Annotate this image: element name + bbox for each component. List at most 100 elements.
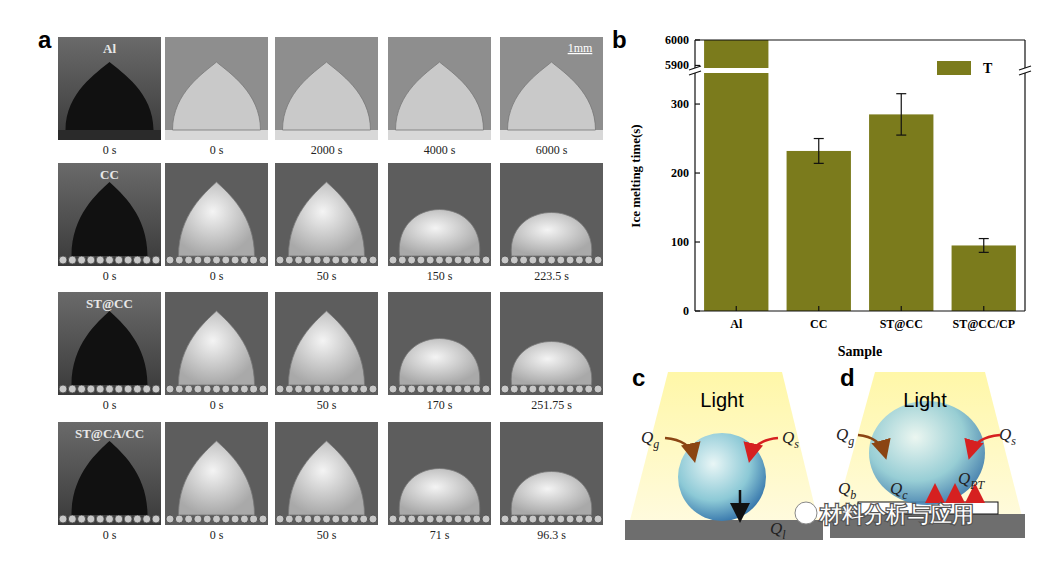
tick bbox=[818, 306, 819, 311]
fabric-texture bbox=[557, 256, 565, 264]
axis-line bbox=[695, 310, 1025, 311]
fabric-texture bbox=[482, 385, 490, 393]
heat-subscript: c bbox=[902, 488, 908, 502]
photo-background bbox=[165, 163, 268, 266]
heat-symbol: Q bbox=[890, 479, 902, 498]
heat-arrow bbox=[739, 490, 742, 518]
time-label: 0 s bbox=[103, 143, 117, 157]
droplet bbox=[72, 311, 148, 385]
fabric-texture bbox=[285, 515, 293, 523]
fabric-texture bbox=[323, 256, 331, 264]
axis-line bbox=[694, 40, 695, 68]
error-line bbox=[901, 94, 902, 135]
error-cap bbox=[814, 163, 824, 164]
category-label: CC bbox=[810, 317, 827, 331]
heat-label: Qs bbox=[782, 428, 799, 451]
fabric-texture bbox=[501, 256, 509, 264]
scale-bar: 1mm bbox=[568, 41, 593, 55]
error-line bbox=[818, 139, 819, 164]
fabric-texture bbox=[369, 515, 377, 523]
fabric-texture bbox=[360, 515, 368, 523]
fabric-texture bbox=[185, 515, 193, 523]
fabric-texture bbox=[231, 256, 239, 264]
time-label: 96.3 s bbox=[537, 528, 566, 542]
photo-background bbox=[388, 422, 491, 525]
fabric-texture bbox=[87, 385, 95, 393]
droplet bbox=[179, 182, 255, 256]
photo bbox=[275, 37, 378, 140]
fabric-texture bbox=[222, 385, 230, 393]
fabric-texture bbox=[417, 515, 425, 523]
fabric-texture bbox=[175, 385, 183, 393]
time-label: 2000 s bbox=[311, 143, 343, 157]
fabric-texture bbox=[96, 515, 104, 523]
fabric-texture bbox=[585, 515, 593, 523]
droplet bbox=[289, 311, 365, 385]
droplet bbox=[66, 62, 154, 130]
fabric-texture bbox=[203, 256, 211, 264]
fabric-texture bbox=[575, 385, 583, 393]
tick bbox=[695, 65, 700, 66]
fabric-texture bbox=[78, 256, 86, 264]
fabric-texture bbox=[360, 385, 368, 393]
fabric-texture bbox=[520, 515, 528, 523]
heat-symbol: Q bbox=[770, 519, 782, 538]
fabric-texture bbox=[585, 256, 593, 264]
fabric-texture bbox=[398, 385, 406, 393]
heat-subscript: s bbox=[1011, 434, 1016, 448]
fabric-texture bbox=[115, 385, 123, 393]
fabric-texture bbox=[250, 385, 258, 393]
bar bbox=[704, 40, 768, 311]
panel-label: c bbox=[632, 364, 645, 391]
droplet bbox=[399, 469, 480, 516]
fabric-texture bbox=[194, 256, 202, 264]
watermark: 材料分析与应用 bbox=[819, 502, 974, 527]
photo-background bbox=[388, 37, 491, 140]
fabric-texture bbox=[213, 256, 221, 264]
photo bbox=[388, 292, 491, 395]
time-label: 170 s bbox=[427, 398, 453, 412]
photo-background bbox=[165, 292, 268, 395]
fabric-texture bbox=[313, 256, 321, 264]
photo-background bbox=[275, 422, 378, 525]
fabric-texture bbox=[408, 385, 416, 393]
fabric-texture bbox=[96, 256, 104, 264]
heat-label: Qc bbox=[890, 479, 908, 502]
fabric-texture bbox=[341, 515, 349, 523]
fabric-texture bbox=[152, 385, 160, 393]
droplet bbox=[869, 401, 985, 505]
y-axis-label: Ice melting time(s) bbox=[628, 124, 643, 227]
time-label: 0 s bbox=[103, 398, 117, 412]
fabric-texture bbox=[529, 385, 537, 393]
photo-background bbox=[58, 292, 161, 395]
photo-background bbox=[165, 422, 268, 525]
photo-background bbox=[275, 37, 378, 140]
tick bbox=[736, 306, 737, 311]
fabric-texture bbox=[78, 385, 86, 393]
fabric-texture bbox=[231, 385, 239, 393]
fabric-texture bbox=[166, 256, 174, 264]
tick bbox=[695, 103, 700, 104]
photo-background bbox=[165, 37, 268, 140]
droplet bbox=[173, 62, 261, 130]
fabric-texture bbox=[426, 256, 434, 264]
fabric-texture bbox=[575, 515, 583, 523]
droplet bbox=[289, 182, 365, 256]
fabric-texture bbox=[389, 515, 397, 523]
heat-symbol: Q bbox=[782, 428, 794, 447]
fabric-texture bbox=[133, 515, 141, 523]
photo-background bbox=[388, 292, 491, 395]
fabric-texture bbox=[594, 385, 602, 393]
time-label: 71 s bbox=[430, 528, 450, 542]
fabric-texture bbox=[436, 385, 444, 393]
photo-background bbox=[275, 292, 378, 395]
photo bbox=[500, 37, 603, 140]
fabric-texture bbox=[445, 256, 453, 264]
fabric-texture bbox=[240, 256, 248, 264]
fabric-texture bbox=[463, 385, 471, 393]
tick-label: 200 bbox=[671, 166, 689, 180]
time-label: 6000 s bbox=[536, 143, 568, 157]
photo bbox=[388, 163, 491, 266]
heat-symbol: Q bbox=[641, 428, 653, 447]
fabric-texture bbox=[166, 385, 174, 393]
